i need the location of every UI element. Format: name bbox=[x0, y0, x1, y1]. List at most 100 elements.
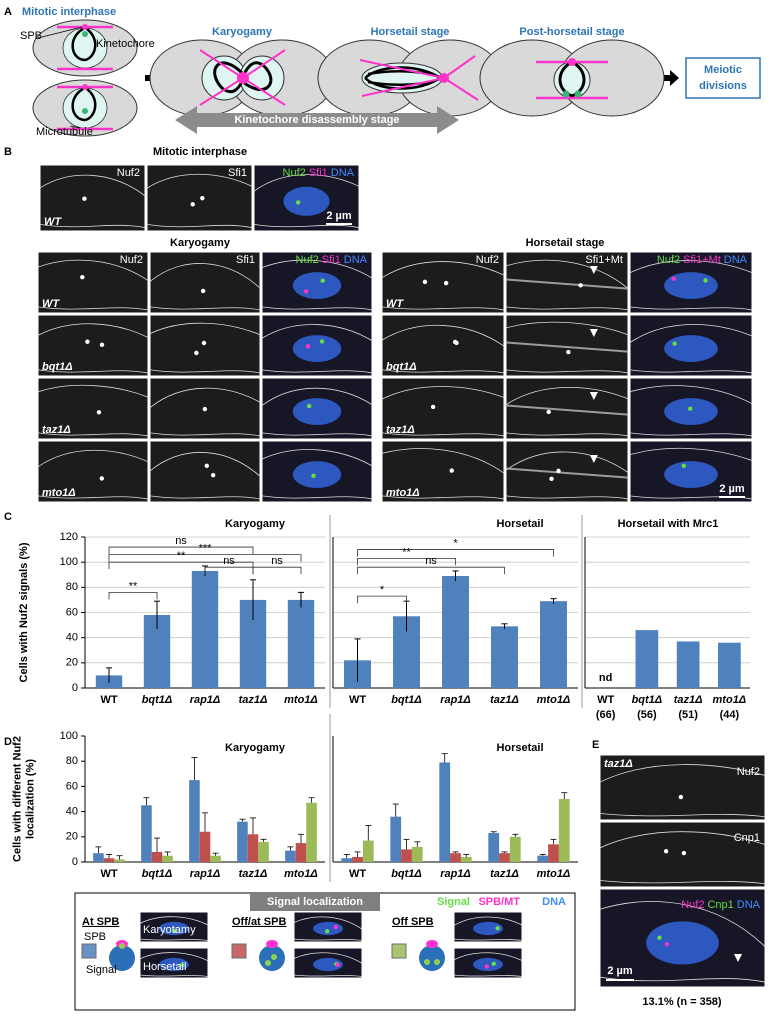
signal bbox=[179, 962, 185, 968]
bar bbox=[548, 844, 559, 862]
strain-label: taz1Δ bbox=[604, 758, 633, 770]
x-tick-label: mto1Δ bbox=[713, 694, 747, 706]
bar bbox=[442, 576, 469, 688]
row-label: Horsetail bbox=[143, 961, 186, 973]
chromosome bbox=[71, 27, 97, 62]
arrowhead bbox=[589, 455, 598, 463]
x-tick-label: WT bbox=[349, 694, 366, 706]
strain-label: WT bbox=[44, 216, 62, 228]
legend-swatch bbox=[391, 943, 407, 959]
cell-outline bbox=[381, 261, 505, 311]
x-tick-label: mto1Δ bbox=[284, 868, 318, 880]
microtubule bbox=[505, 341, 629, 353]
cell-outline bbox=[149, 452, 261, 500]
signal bbox=[549, 476, 554, 482]
bar bbox=[103, 858, 115, 862]
panel-label: E bbox=[592, 739, 599, 751]
channel-label: Nuf2 bbox=[737, 766, 760, 778]
chart-title: Karyogamy bbox=[225, 742, 286, 754]
channel-label: Sfi1 bbox=[236, 254, 255, 266]
signal bbox=[319, 339, 325, 344]
x-tick-label: WT bbox=[100, 694, 117, 706]
channel-label: Cnp1 bbox=[734, 832, 760, 844]
merge-part: DNA bbox=[331, 167, 355, 179]
signal bbox=[566, 349, 571, 355]
cell-outline bbox=[381, 386, 505, 437]
diagram-spb bbox=[426, 940, 438, 948]
y-axis-label: localization (%) bbox=[24, 759, 36, 839]
label: SPB bbox=[20, 30, 42, 42]
stage-title: Post-horsetail stage bbox=[519, 26, 624, 38]
micrograph bbox=[261, 314, 373, 377]
n-label: (56) bbox=[637, 709, 657, 721]
micrograph bbox=[149, 314, 261, 377]
chart-title: Horsetail bbox=[496, 742, 543, 754]
chart-title: Horsetail bbox=[496, 518, 543, 530]
kinetochore bbox=[82, 31, 88, 37]
signal bbox=[80, 274, 85, 280]
signal bbox=[491, 961, 496, 966]
label: Microtubule bbox=[36, 126, 93, 138]
cell-outline bbox=[599, 764, 766, 818]
y-tick-label: 80 bbox=[66, 581, 78, 593]
microtubule bbox=[359, 55, 479, 101]
dna bbox=[292, 398, 342, 425]
bar bbox=[93, 853, 104, 862]
panel-label: B bbox=[4, 146, 12, 158]
diagram-signal bbox=[271, 954, 277, 960]
bar bbox=[237, 821, 248, 862]
legend-title-box bbox=[250, 893, 380, 911]
microtubule bbox=[505, 404, 629, 416]
micrograph bbox=[149, 251, 261, 314]
scale-label: 2 µm bbox=[719, 483, 745, 495]
dna bbox=[159, 957, 189, 972]
x-tick-label: bqt1Δ bbox=[142, 694, 173, 706]
bar bbox=[718, 642, 741, 688]
signal bbox=[687, 406, 693, 411]
signal bbox=[578, 283, 583, 288]
signal bbox=[303, 289, 309, 294]
signal bbox=[449, 468, 454, 473]
double-arrow bbox=[175, 106, 459, 134]
annotation: ns bbox=[271, 555, 283, 567]
panel-label: A bbox=[4, 6, 12, 18]
signal bbox=[320, 278, 325, 283]
dna bbox=[313, 957, 343, 972]
cell-outline bbox=[629, 260, 753, 311]
strain-label: taz1Δ bbox=[386, 424, 415, 436]
diagram-label: SPB bbox=[84, 931, 106, 943]
spb bbox=[568, 58, 576, 66]
signal bbox=[96, 410, 102, 415]
micrograph bbox=[381, 440, 505, 503]
dna bbox=[292, 272, 342, 299]
channel-label: Sfi1 bbox=[228, 167, 247, 179]
annotation: * bbox=[453, 537, 458, 549]
meiotic-label: Meiotic bbox=[704, 64, 742, 76]
x-tick-label: rap1Δ bbox=[440, 694, 471, 706]
legend-entry: Off SPB bbox=[392, 916, 434, 928]
cell-outline bbox=[37, 449, 149, 500]
chart-title: Horsetail with Mrc1 bbox=[618, 518, 719, 530]
x-tick-label: mto1Δ bbox=[537, 868, 571, 880]
signal bbox=[305, 344, 311, 349]
panel-label: C bbox=[4, 511, 12, 523]
signal bbox=[295, 200, 301, 205]
signal bbox=[99, 476, 104, 481]
cell-outline bbox=[453, 952, 523, 977]
channel-legend: DNA bbox=[542, 896, 566, 908]
merge-label: Nuf2 Sfi1 DNA bbox=[283, 167, 355, 179]
pointer bbox=[69, 125, 81, 129]
channel-label: Nuf2 bbox=[476, 254, 499, 266]
micrograph bbox=[37, 440, 149, 503]
spb bbox=[82, 84, 88, 90]
y-tick-label: 0 bbox=[72, 856, 78, 868]
chart-title: Karyogamy bbox=[225, 518, 286, 530]
n-label: (51) bbox=[678, 709, 698, 721]
cell-outline bbox=[261, 387, 373, 437]
row-label: Karyotamy bbox=[143, 924, 196, 936]
bar bbox=[537, 855, 549, 862]
bar bbox=[509, 836, 521, 862]
cell-outline bbox=[505, 321, 629, 374]
signal bbox=[172, 928, 178, 933]
